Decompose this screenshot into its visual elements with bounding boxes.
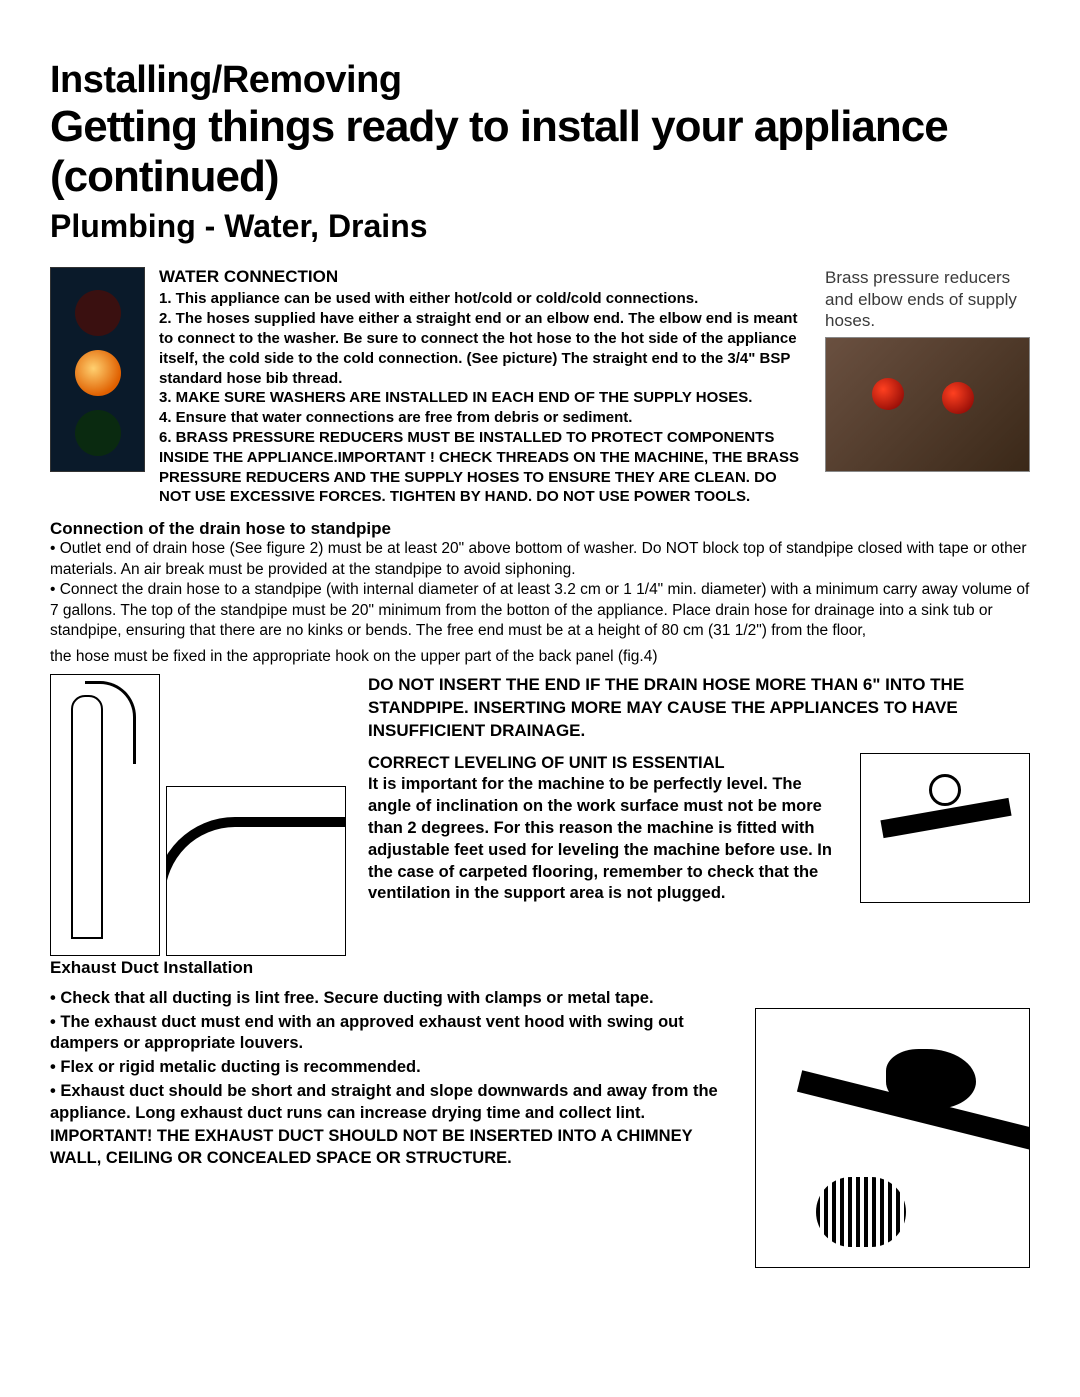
page-title: Getting things ready to install your app… <box>50 102 1030 203</box>
leveling-body: It is important for the machine to be pe… <box>368 774 842 905</box>
standpipe-figure <box>50 674 160 956</box>
leveling-heading: CORRECT LEVELING OF UNIT IS ESSENTIAL <box>368 753 842 775</box>
water-p4: 4. Ensure that water connections are fre… <box>159 408 811 428</box>
exhaust-text: • Check that all ducting is lint free. S… <box>50 982 737 1170</box>
leveling-text: CORRECT LEVELING OF UNIT IS ESSENTIAL It… <box>368 753 842 905</box>
traffic-light-image <box>50 267 145 472</box>
brass-column: Brass pressure reducers and elbow ends o… <box>825 267 1030 472</box>
exhaust-b1: • Check that all ducting is lint free. S… <box>50 988 737 1010</box>
water-connection-row: WATER CONNECTION 1. This appliance can b… <box>50 267 1030 507</box>
water-p5: 6. BRASS PRESSURE REDUCERS MUST BE INSTA… <box>159 428 811 507</box>
water-p2: 2. The hoses supplied have either a stra… <box>159 309 811 388</box>
exhaust-b5: IMPORTANT! THE EXHAUST DUCT SHOULD NOT B… <box>50 1126 737 1170</box>
water-connection-text: WATER CONNECTION 1. This appliance can b… <box>159 267 811 507</box>
drain-warning: DO NOT INSERT THE END IF THE DRAIN HOSE … <box>368 674 1030 743</box>
drain-b3: the hose must be fixed in the appropriat… <box>50 647 1030 667</box>
brass-reducers-image <box>825 337 1030 472</box>
drain-b2: • Connect the drain hose to a standpipe … <box>50 580 1030 641</box>
leveling-figure <box>860 753 1030 903</box>
subsection-title: Plumbing - Water, Drains <box>50 207 1030 245</box>
water-heading: WATER CONNECTION <box>159 267 811 287</box>
drain-right-col: DO NOT INSERT THE END IF THE DRAIN HOSE … <box>368 674 1030 905</box>
exhaust-b3: • Flex or rigid metalic ducting is recom… <box>50 1057 737 1079</box>
section-title: Installing/Removing <box>50 60 1030 102</box>
drain-figures <box>50 674 350 956</box>
brass-caption: Brass pressure reducers and elbow ends o… <box>825 267 1030 331</box>
exhaust-duct-figure <box>755 1008 1030 1268</box>
water-p3: 3. MAKE SURE WASHERS ARE INSTALLED IN EA… <box>159 388 811 408</box>
exhaust-heading: Exhaust Duct Installation <box>50 958 1030 978</box>
water-p1: 1. This appliance can be used with eithe… <box>159 289 811 309</box>
drain-heading: Connection of the drain hose to standpip… <box>50 519 1030 539</box>
drain-b1: • Outlet end of drain hose (See figure 2… <box>50 539 1030 580</box>
exhaust-row: • Check that all ducting is lint free. S… <box>50 982 1030 1268</box>
hose-hook-figure <box>166 786 346 956</box>
drain-figure-row: DO NOT INSERT THE END IF THE DRAIN HOSE … <box>50 674 1030 956</box>
exhaust-b4: • Exhaust duct should be short and strai… <box>50 1081 737 1125</box>
exhaust-b2: • The exhaust duct must end with an appr… <box>50 1012 737 1056</box>
